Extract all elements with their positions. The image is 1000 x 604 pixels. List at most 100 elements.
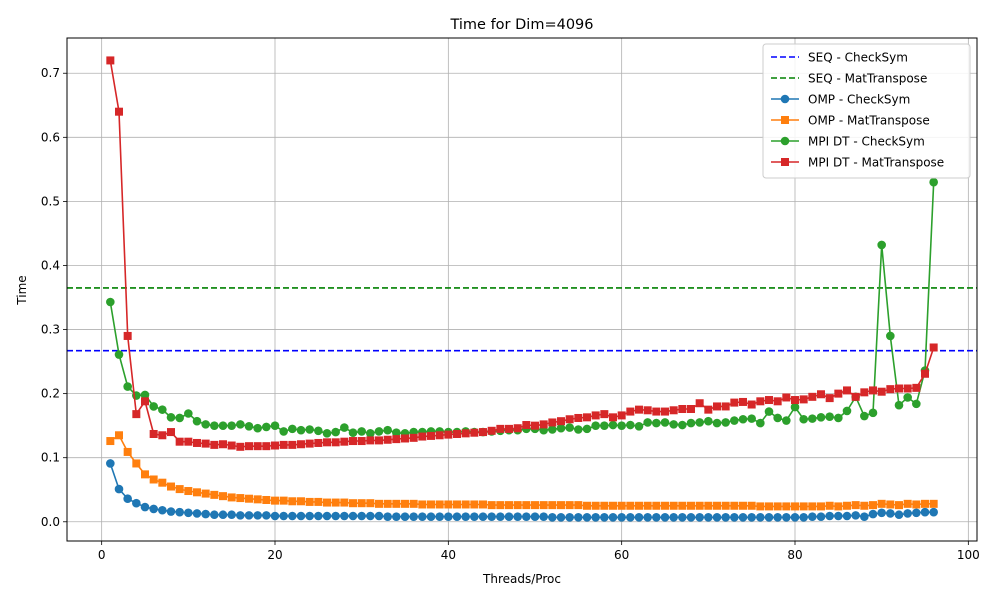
data-point: [392, 428, 401, 438]
data-point: [400, 512, 410, 521]
data-point: [851, 511, 860, 520]
data-point: [375, 436, 383, 445]
data-point: [253, 511, 262, 520]
legend-label: OMP - MatTranspose: [808, 114, 930, 128]
data-point: [643, 406, 652, 415]
data-point: [790, 402, 800, 412]
data-point: [791, 502, 799, 511]
data-point: [140, 502, 150, 512]
data-point: [686, 512, 696, 522]
data-point: [652, 512, 661, 522]
data-point: [340, 423, 349, 432]
data-point: [192, 416, 202, 426]
y-axis-label: Time: [15, 275, 29, 305]
data-point: [695, 418, 704, 427]
data-point: [660, 512, 670, 522]
data-point: [487, 501, 496, 510]
data-point: [695, 501, 704, 510]
x-axis-label: Threads/Proc: [482, 572, 561, 586]
data-point: [843, 501, 851, 510]
data-point: [348, 511, 358, 521]
data-point: [894, 510, 904, 520]
data-point: [244, 511, 254, 520]
data-point: [877, 508, 886, 518]
data-point: [496, 501, 505, 510]
data-point: [868, 408, 878, 418]
data-point: [461, 500, 470, 509]
data-point: [444, 500, 453, 509]
data-point: [704, 405, 713, 414]
data-point: [565, 423, 574, 432]
data-point: [608, 420, 618, 430]
data-point: [132, 498, 141, 508]
data-point: [660, 418, 670, 427]
legend-box: [762, 43, 971, 179]
data-point: [366, 499, 375, 508]
data-point: [730, 512, 739, 522]
data-point: [539, 420, 548, 429]
data-point: [158, 405, 167, 414]
data-point: [262, 442, 271, 451]
data-point: [219, 440, 227, 449]
data-point: [253, 423, 262, 433]
data-point: [193, 488, 201, 497]
data-point: [842, 511, 852, 521]
data-point: [323, 438, 331, 447]
y-tick-label: 0.7: [41, 66, 60, 80]
data-point: [236, 511, 245, 520]
data-point: [791, 396, 799, 405]
data-point: [296, 425, 306, 435]
legend-marker: [781, 158, 789, 166]
legend-marker: [781, 116, 789, 124]
data-point: [747, 414, 756, 423]
data-point: [799, 414, 808, 424]
data-point: [167, 428, 175, 437]
data-point: [323, 498, 331, 507]
data-point: [730, 501, 739, 510]
data-point: [635, 405, 643, 414]
data-point: [574, 501, 583, 510]
data-point: [297, 497, 305, 506]
data-point: [236, 420, 245, 429]
data-point: [747, 400, 756, 409]
data-point: [305, 425, 314, 434]
data-point: [158, 478, 167, 487]
data-point: [262, 511, 271, 520]
data-point: [461, 512, 470, 521]
data-point: [375, 499, 383, 508]
data-point: [487, 512, 496, 521]
data-point: [210, 421, 219, 430]
data-point: [409, 499, 418, 508]
data-point: [504, 512, 514, 521]
data-point: [530, 512, 540, 521]
data-point: [366, 436, 375, 445]
data-point: [765, 502, 773, 511]
data-point: [895, 384, 903, 393]
data-point: [322, 429, 332, 438]
data-point: [903, 384, 912, 393]
data-point: [617, 411, 626, 420]
data-point: [773, 502, 782, 511]
data-point: [140, 390, 150, 400]
data-point: [392, 435, 401, 444]
data-point: [591, 501, 600, 510]
data-point: [773, 397, 782, 406]
data-point: [565, 415, 574, 424]
data-point: [834, 389, 843, 398]
data-point: [764, 407, 774, 416]
data-point: [149, 475, 158, 484]
data-point: [453, 429, 461, 438]
data-point: [340, 437, 349, 446]
data-point: [565, 501, 574, 510]
data-point: [314, 426, 323, 436]
data-point: [296, 511, 306, 521]
data-point: [756, 397, 765, 406]
data-point: [288, 424, 297, 434]
reference-lines: [67, 287, 977, 352]
data-point: [678, 405, 687, 414]
data-point: [297, 440, 305, 449]
data-point: [738, 512, 748, 522]
data-point: [808, 502, 817, 511]
data-point: [158, 431, 167, 440]
